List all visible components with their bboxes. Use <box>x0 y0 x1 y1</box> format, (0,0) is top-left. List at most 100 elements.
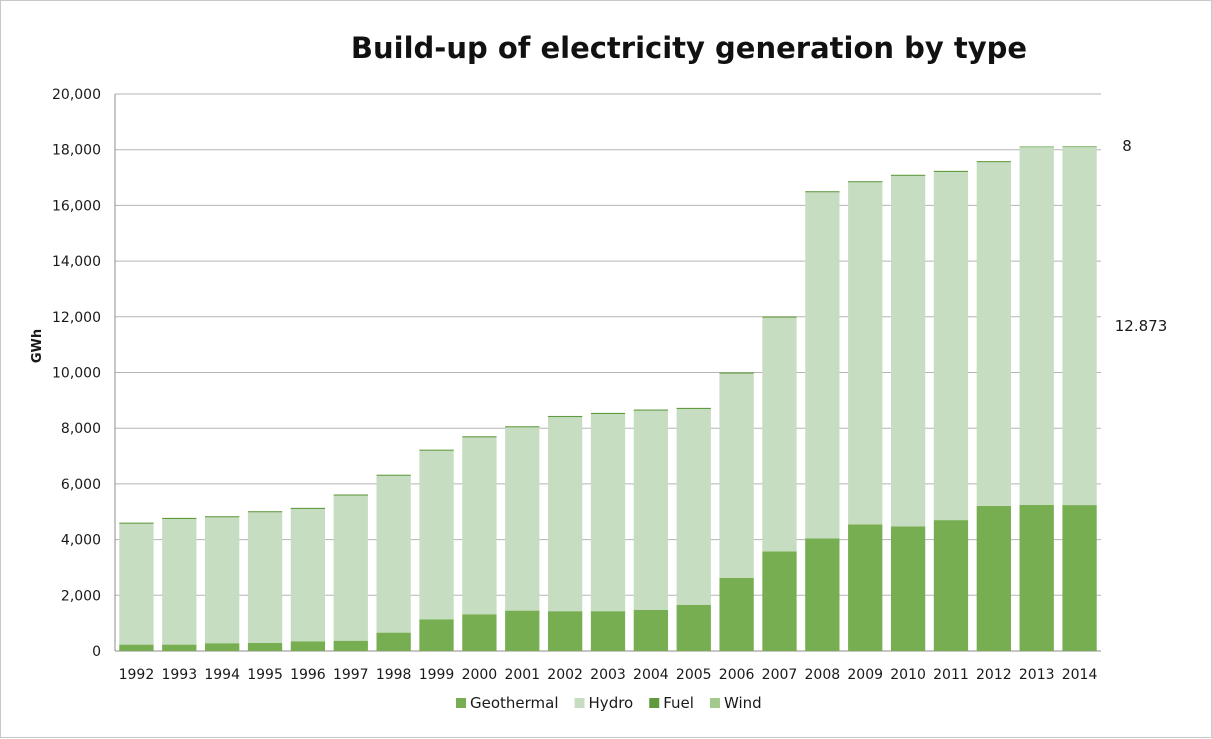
y-tick-label: 8,000 <box>61 421 101 437</box>
bar-geothermal-2006 <box>719 577 754 651</box>
bar-geothermal-1993 <box>162 644 197 651</box>
y-tick-label: 12,000 <box>52 310 101 326</box>
bar-hydro-2000 <box>462 437 497 615</box>
bar-wind-2013 <box>1019 146 1054 148</box>
x-tick-label: 2003 <box>590 667 626 683</box>
bar-fuel-2009 <box>848 181 883 183</box>
bar-hydro-2010 <box>890 175 926 527</box>
bar-hydro-2005 <box>676 408 711 605</box>
bar-geothermal-2009 <box>848 524 883 651</box>
bars <box>119 146 1097 651</box>
bar-hydro-2013 <box>1019 146 1054 505</box>
bar-hydro-2001 <box>505 427 540 611</box>
bar-hydro-2004 <box>633 410 669 610</box>
x-tick-label: 1999 <box>419 667 455 683</box>
bar-fuel-2010 <box>890 174 926 176</box>
x-tick-label: 1995 <box>247 667 283 683</box>
bar-geothermal-2001 <box>505 610 540 651</box>
bar-geothermal-2002 <box>547 611 583 651</box>
bar-hydro-1995 <box>247 512 283 643</box>
bar-geothermal-1998 <box>376 632 411 651</box>
y-tick-label: 16,000 <box>52 198 101 214</box>
x-tick-label: 1992 <box>119 667 155 683</box>
bar-geothermal-2013 <box>1019 504 1054 651</box>
bar-hydro-1993 <box>162 518 197 645</box>
bar-hydro-2012 <box>976 162 1011 506</box>
bar-fuel-2002 <box>547 415 583 418</box>
bar-fuel-2012 <box>976 161 1011 163</box>
bar-hydro-1997 <box>333 495 368 641</box>
x-tick-label: 1993 <box>161 667 197 683</box>
bar-hydro-2009 <box>848 182 883 525</box>
bar-geothermal-1994 <box>205 643 240 651</box>
bar-wind-2014 <box>1062 146 1097 147</box>
bar-fuel-2003 <box>590 412 626 414</box>
legend-swatch-wind <box>709 698 720 708</box>
x-tick-label: 2013 <box>1019 667 1055 683</box>
bar-fuel-1996 <box>290 507 326 509</box>
y-tick-label: 10,000 <box>52 366 101 382</box>
y-tick-label: 0 <box>92 644 101 660</box>
y-tick-label: 20,000 <box>52 87 101 103</box>
bar-geothermal-2004 <box>633 609 669 651</box>
bar-fuel-2001 <box>505 426 540 428</box>
y-tick-label: 2,000 <box>61 588 101 604</box>
bar-geothermal-2005 <box>676 604 711 651</box>
bar-geothermal-2007 <box>762 551 797 651</box>
bar-hydro-1994 <box>205 517 240 644</box>
bar-geothermal-2008 <box>805 538 840 651</box>
bar-fuel-2011 <box>933 170 969 172</box>
x-tick-label: 1994 <box>204 667 240 683</box>
x-axis-ticks: 1992 1993 1994 1995 1996 1997 1998 1999 2000 2001… <box>119 667 1098 683</box>
bar-geothermal-2012 <box>976 505 1011 651</box>
bar-geothermal-1999 <box>419 619 454 651</box>
bar-hydro-2011 <box>933 171 969 521</box>
bar-geothermal-1995 <box>247 642 283 651</box>
x-tick-label: 2011 <box>933 667 969 683</box>
y-tick-label: 18,000 <box>52 143 101 159</box>
bar-fuel-2005 <box>676 407 711 409</box>
bar-fuel-1997 <box>333 494 368 496</box>
bar-fuel-2004 <box>633 409 669 411</box>
chart-title: Build-up of electricity generation by ty… <box>351 31 1027 65</box>
x-tick-label: 2014 <box>1062 667 1098 683</box>
y-axis-label: GWh <box>30 329 45 363</box>
bar-fuel-1993 <box>162 517 197 519</box>
bar-fuel-1992 <box>119 522 154 524</box>
x-tick-label: 2001 <box>504 667 540 683</box>
x-tick-label: 2009 <box>847 667 883 683</box>
annotation-hydro: 12.873 <box>1115 317 1168 335</box>
bar-fuel-2007 <box>762 316 797 318</box>
x-tick-label: 2005 <box>676 667 712 683</box>
legend-label-hydro: Hydro <box>589 694 634 712</box>
y-tick-label: 6,000 <box>61 477 101 493</box>
bar-hydro-2006 <box>719 373 754 578</box>
y-axis-ticks: 0 2,000 4,000 6,000 8,000 10,000 12,000 14,000 1… <box>52 87 101 660</box>
bar-geothermal-2014 <box>1062 505 1097 651</box>
x-tick-label: 2012 <box>976 667 1012 683</box>
x-tick-label: 2008 <box>805 667 841 683</box>
x-tick-label: 2000 <box>462 667 498 683</box>
legend-swatch-fuel <box>649 698 660 708</box>
x-tick-label: 2010 <box>890 667 926 683</box>
bar-fuel-1999 <box>419 449 454 451</box>
legend-label-geothermal: Geothermal <box>470 694 559 712</box>
x-tick-label: 2004 <box>633 667 669 683</box>
y-tick-label: 14,000 <box>52 254 101 270</box>
legend-swatch-geothermal <box>456 698 466 708</box>
x-tick-label: 2002 <box>547 667 583 683</box>
bar-hydro-1992 <box>119 523 154 645</box>
legend-label-wind: Wind <box>724 694 762 712</box>
bar-hydro-2007 <box>762 317 797 552</box>
bar-hydro-2014 <box>1062 146 1097 506</box>
bar-fuel-1994 <box>205 516 240 518</box>
bar-geothermal-2000 <box>462 614 497 651</box>
bar-geothermal-2011 <box>933 520 969 651</box>
bar-geothermal-2010 <box>890 526 926 651</box>
bar-fuel-2006 <box>719 372 754 374</box>
x-tick-label: 1996 <box>290 667 326 683</box>
bar-geothermal-1996 <box>290 641 326 651</box>
bar-hydro-2008 <box>805 192 840 539</box>
